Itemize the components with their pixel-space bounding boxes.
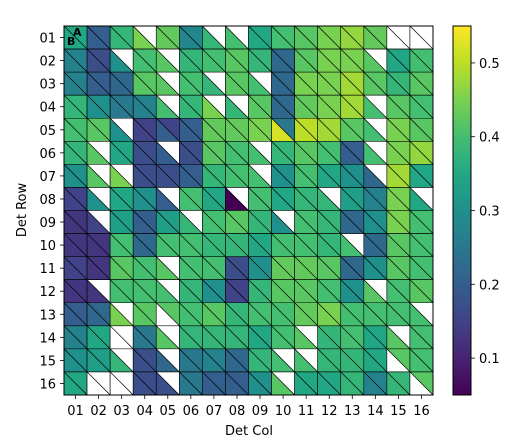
x-tick-label: 15 <box>390 404 407 419</box>
x-tick-label: 04 <box>136 404 153 419</box>
y-tick-label: 16 <box>39 377 56 392</box>
x-tick-label: 03 <box>113 404 130 419</box>
colorbar: 0.1 0.2 0.3 0.4 0.5 <box>452 25 500 396</box>
y-tick-label: 09 <box>39 216 56 231</box>
x-tick-label: 10 <box>275 404 292 419</box>
x-tick-label: 12 <box>321 404 338 419</box>
y-tick-label: 08 <box>39 193 56 208</box>
colorbar-tick-label: 0.4 <box>479 131 500 146</box>
x-tick-label: 09 <box>252 404 269 419</box>
x-tick-label: 07 <box>206 404 223 419</box>
x-tick-label: 02 <box>90 404 107 419</box>
y-tick-label: 13 <box>39 308 56 323</box>
y-tick-label: 10 <box>39 239 56 254</box>
x-tick-label: 01 <box>67 404 84 419</box>
x-tick-label: 16 <box>413 404 430 419</box>
colorbar-tick-label: 0.5 <box>479 57 500 72</box>
y-tick-label: 15 <box>39 354 56 369</box>
x-tick-label: 08 <box>229 404 246 419</box>
heatmap-cells <box>63 25 434 396</box>
y-tick-label: 03 <box>39 78 56 93</box>
y-tick-label: 06 <box>39 147 56 162</box>
y-tick-labels: 01 02 03 04 05 06 07 08 09 10 11 12 13 14 15 16 <box>39 32 64 392</box>
y-tick-label: 04 <box>39 101 56 116</box>
plot-frame <box>63 25 434 396</box>
y-tick-label: 02 <box>39 55 56 70</box>
colorbar-gradient <box>452 25 472 396</box>
corner-label-b: B <box>67 35 75 48</box>
y-tick-label: 05 <box>39 124 56 139</box>
colorbar-tick-label: 0.2 <box>479 278 500 293</box>
x-axis-label: Det Col <box>225 424 273 439</box>
y-axis-label: Det Row <box>15 183 30 238</box>
x-tick-labels: 01 02 03 04 05 06 07 08 09 10 11 12 13 14 15 16 <box>67 395 430 419</box>
x-tick-label: 13 <box>344 404 361 419</box>
y-tick-label: 01 <box>39 32 56 47</box>
colorbar-tick-label: 0.3 <box>479 205 500 220</box>
x-tick-label: 06 <box>183 404 200 419</box>
x-tick-label: 14 <box>367 404 384 419</box>
y-tick-label: 14 <box>39 331 56 346</box>
x-tick-label: 05 <box>160 404 177 419</box>
x-tick-label: 11 <box>298 404 315 419</box>
y-tick-label: 07 <box>39 170 56 185</box>
y-tick-label: 11 <box>39 262 56 277</box>
y-tick-label: 12 <box>39 285 56 300</box>
corner-label-a: A <box>73 26 82 39</box>
colorbar-tick-label: 0.1 <box>479 352 500 367</box>
